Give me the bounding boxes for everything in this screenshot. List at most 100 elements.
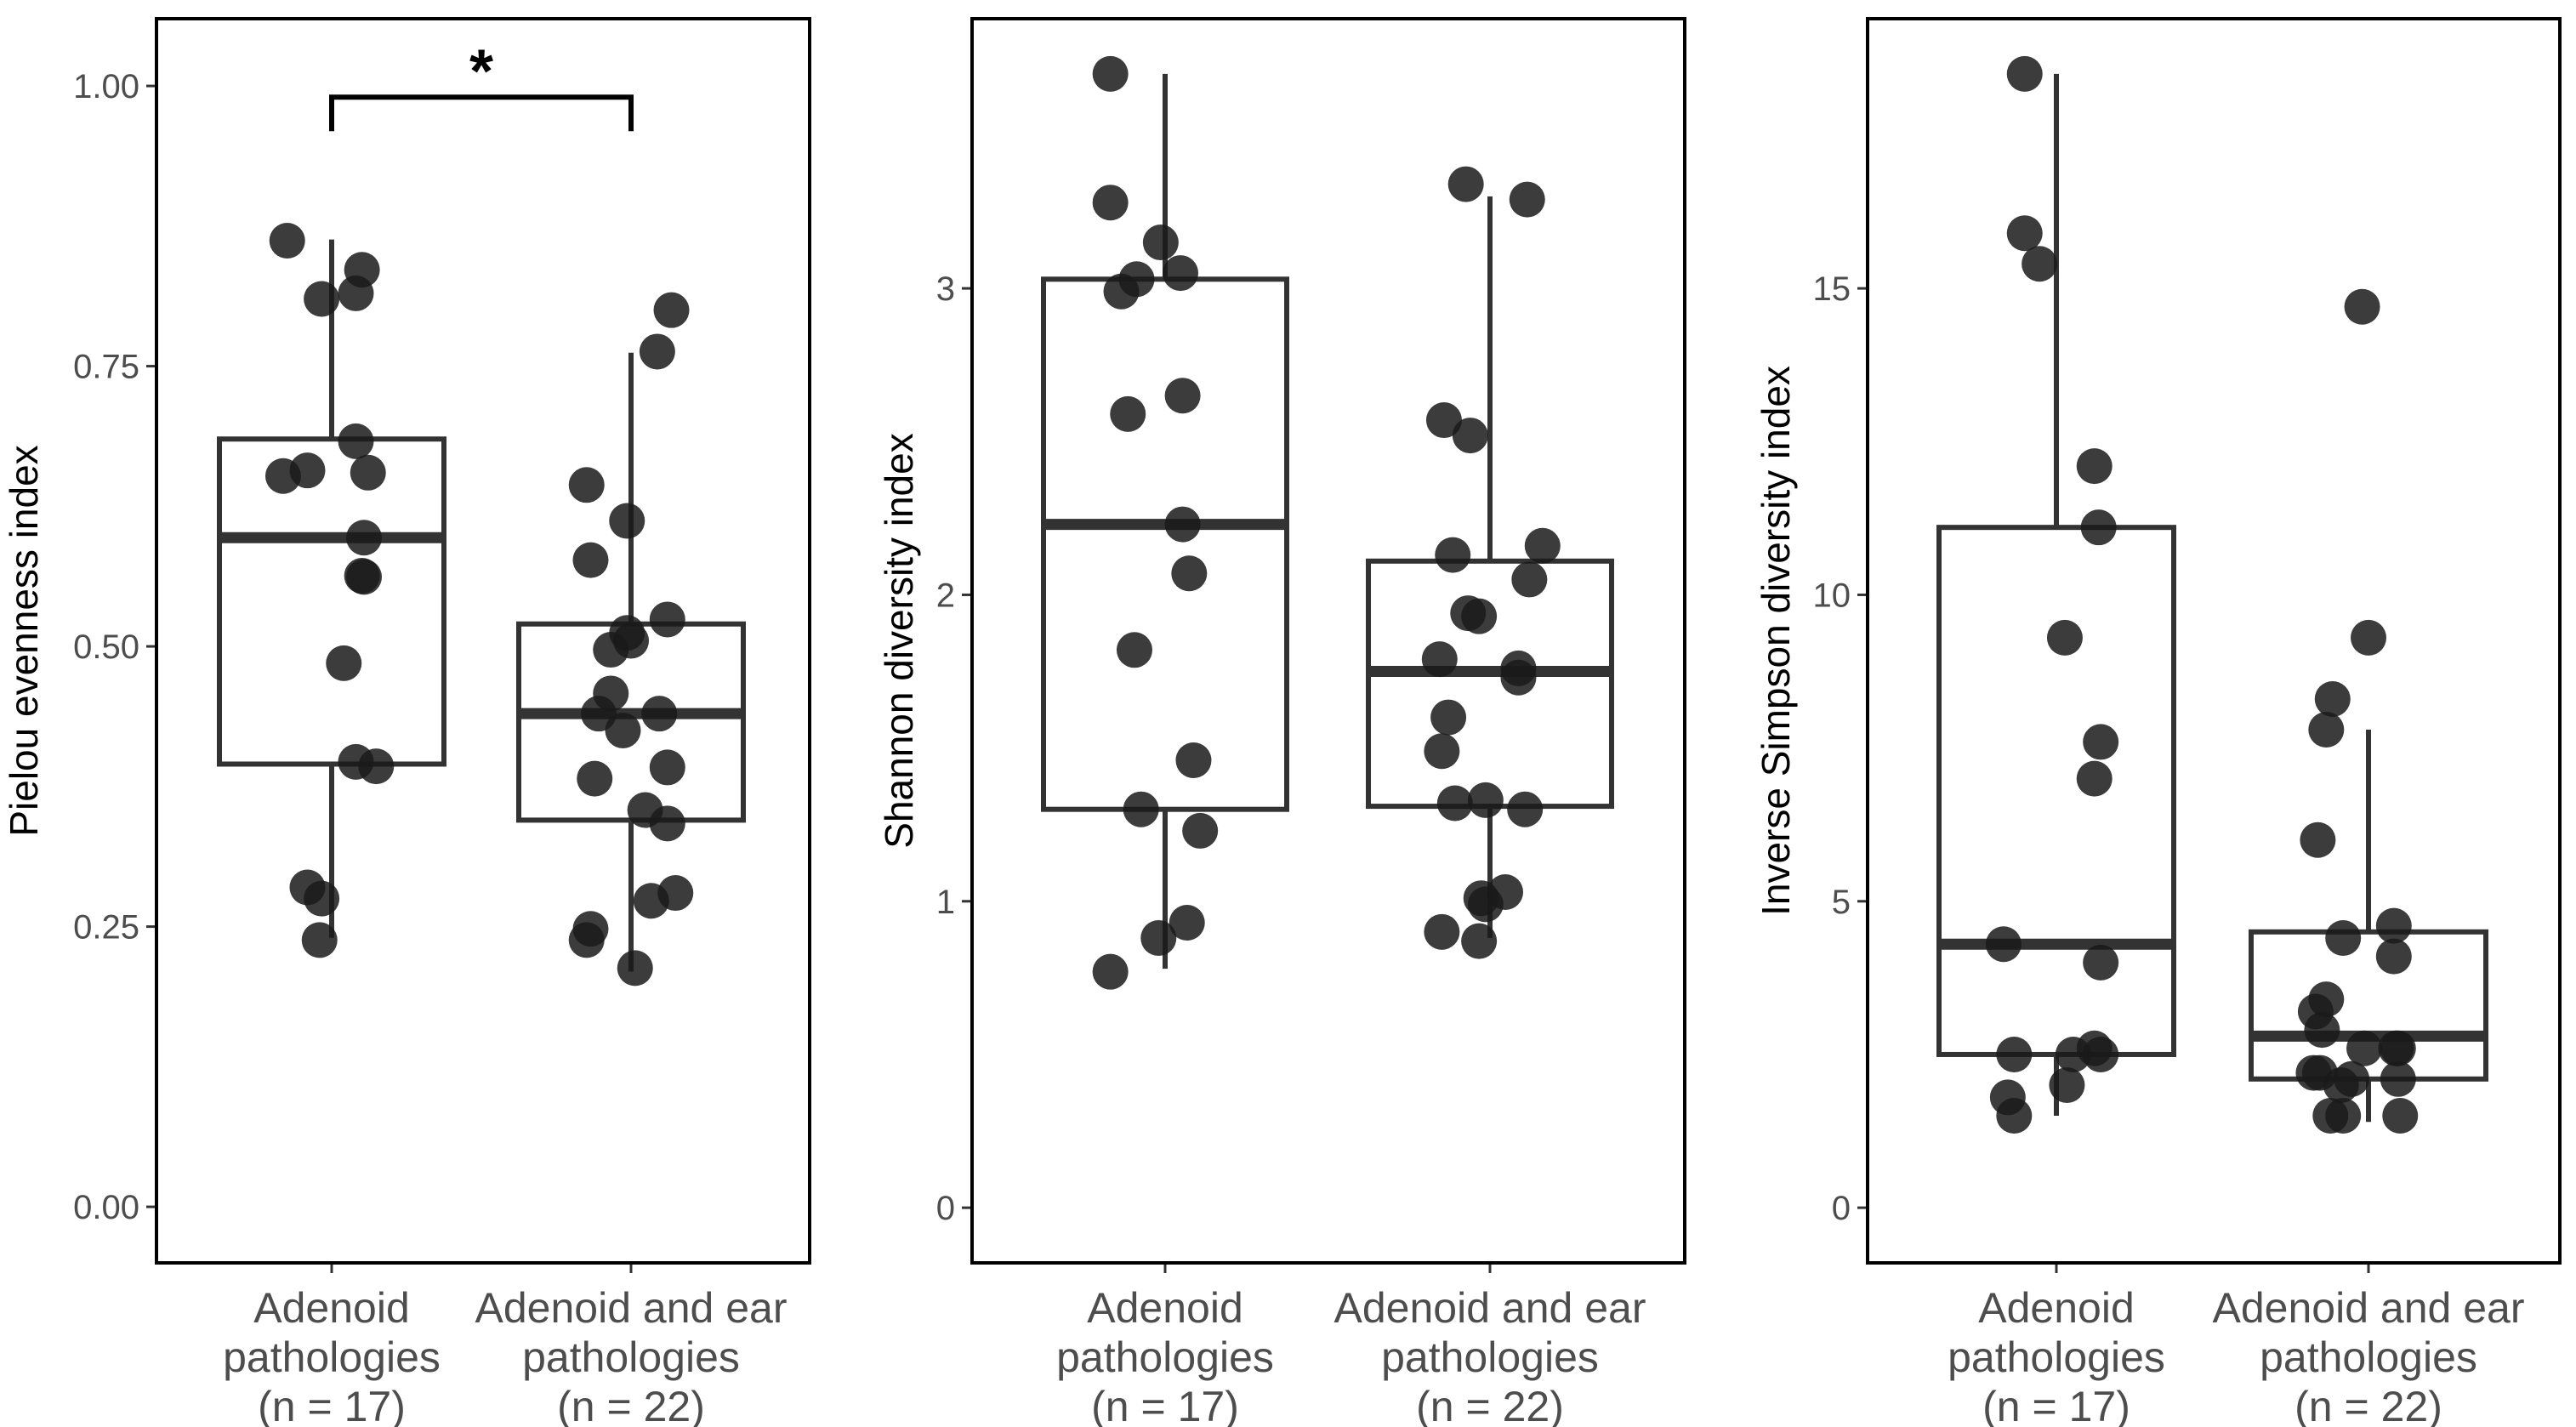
significance-label: * <box>469 37 493 105</box>
x-tick-label-line: Adenoid <box>1978 1284 2135 1332</box>
iqr-box <box>1041 276 1289 812</box>
panel-border <box>1866 17 2562 1265</box>
data-point <box>1461 923 1498 959</box>
data-point <box>1116 632 1152 668</box>
significance-bracket <box>329 94 634 132</box>
data-point <box>649 601 685 638</box>
y-tick-label: 3 <box>936 270 955 308</box>
data-point <box>2314 680 2351 717</box>
data-point <box>1424 733 1460 770</box>
data-point <box>1511 561 1548 598</box>
data-point <box>1171 555 1208 592</box>
y-axis-title: Inverse Simpson diversity index <box>1754 366 1798 916</box>
data-point <box>1092 953 1129 990</box>
data-point <box>633 883 669 919</box>
data-point <box>572 542 609 578</box>
data-point <box>2380 1060 2416 1097</box>
data-point <box>577 760 613 797</box>
y-tick-label: 15 <box>1813 270 1851 308</box>
data-point <box>2382 1098 2419 1134</box>
data-point <box>617 950 653 986</box>
group-2: Adenoid and ear pathologies (n = 22) <box>2213 288 2525 1427</box>
x-tick-label-line: pathologies <box>1948 1333 2165 1381</box>
data-point <box>1164 506 1201 543</box>
data-point <box>1092 55 1129 92</box>
data-point <box>2006 215 2043 252</box>
data-point <box>2380 1030 2416 1066</box>
data-point <box>1524 527 1561 564</box>
data-point <box>2325 1098 2362 1134</box>
x-tick-label-line: pathologies <box>522 1333 740 1381</box>
x-tick-label-line: Adenoid and ear <box>1334 1284 1646 1332</box>
data-point <box>1461 598 1498 634</box>
data-point <box>1996 1098 2033 1134</box>
data-point <box>2325 920 2362 957</box>
data-point <box>301 922 338 958</box>
y-tick-label: 0.75 <box>73 349 139 386</box>
x-tick-label-line: Adenoid and ear <box>475 1284 788 1332</box>
data-point <box>1163 255 1199 292</box>
data-point <box>605 712 641 748</box>
x-tick-label: Adenoid pathologies (n = 17) <box>223 1284 441 1427</box>
data-point <box>2080 509 2117 546</box>
y-tick-label: 0.25 <box>73 909 139 947</box>
data-point <box>1169 905 1205 941</box>
data-point <box>338 275 374 311</box>
data-point <box>2334 1060 2370 1097</box>
data-point <box>1123 791 1159 827</box>
x-tick-label-line: (n = 17) <box>258 1383 406 1427</box>
data-point <box>2375 938 2412 975</box>
x-tick-label: Adenoid and ear pathologies (n = 22) <box>1334 1284 1646 1427</box>
panel-border <box>970 17 1686 1265</box>
chart-panel-3: 0 5 10 15 Inverse Simpson diversity index Ade… <box>1754 17 2562 1427</box>
x-tick-label: Adenoid pathologies (n = 17) <box>1948 1284 2165 1427</box>
data-point <box>2304 1012 2340 1049</box>
x-tick-label-line: pathologies <box>223 1333 441 1381</box>
data-point <box>2344 288 2380 325</box>
group-1: Adenoid pathologies (n = 17) <box>1936 55 2176 1427</box>
data-point <box>1142 225 1179 261</box>
y-tick-label: 0.00 <box>73 1189 139 1226</box>
data-point <box>2076 448 2113 485</box>
group-1: Adenoid pathologies (n = 17) <box>1041 55 1289 1427</box>
y-tick-label: 0.50 <box>73 628 139 666</box>
data-point <box>568 467 605 503</box>
x-tick-label: Adenoid and ear pathologies (n = 22) <box>2213 1284 2525 1427</box>
group-2: Adenoid and ear pathologies (n = 22) <box>1334 166 1646 1427</box>
group-1: Adenoid pathologies (n = 17) <box>217 222 446 1427</box>
data-point <box>2300 822 2336 858</box>
data-point <box>609 503 645 539</box>
data-point <box>1452 418 1488 454</box>
data-point <box>1164 378 1201 414</box>
data-point <box>304 281 340 317</box>
data-point <box>1436 785 1473 822</box>
x-tick-label-line: Adenoid <box>253 1284 410 1332</box>
data-point <box>2083 944 2119 981</box>
data-point <box>1110 395 1146 432</box>
data-point <box>2076 760 2113 797</box>
data-point <box>649 805 685 842</box>
data-point <box>1425 402 1462 439</box>
data-point <box>641 696 678 732</box>
x-tick-label-line: (n = 22) <box>557 1383 705 1427</box>
data-point <box>1175 742 1212 779</box>
y-axis-title: Pielou evenness index <box>2 445 46 836</box>
y-axis-title: Shannon diversity index <box>877 433 921 848</box>
data-point <box>346 520 383 556</box>
x-tick-label-line: (n = 17) <box>1982 1383 2130 1427</box>
data-point <box>289 452 326 489</box>
data-point <box>269 222 305 259</box>
data-point <box>1996 1036 2033 1072</box>
data-point <box>593 632 629 668</box>
data-point <box>1435 537 1471 573</box>
data-point <box>358 748 395 785</box>
data-point <box>649 749 685 786</box>
chart-panel-1: 0.00 0.25 0.50 0.75 1.00 Pielou evenness inde… <box>2 17 811 1427</box>
data-point <box>1424 913 1460 950</box>
data-point <box>2022 246 2058 282</box>
data-point <box>2049 1067 2085 1103</box>
y-tick-label: 0 <box>936 1190 955 1227</box>
panel-border <box>155 17 811 1265</box>
